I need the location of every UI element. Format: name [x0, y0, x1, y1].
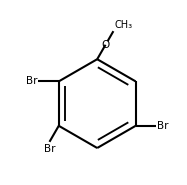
- Text: Br: Br: [44, 144, 55, 154]
- Text: O: O: [101, 40, 110, 50]
- Text: CH₃: CH₃: [114, 20, 132, 30]
- Text: Br: Br: [157, 121, 168, 131]
- Text: Br: Br: [26, 76, 37, 86]
